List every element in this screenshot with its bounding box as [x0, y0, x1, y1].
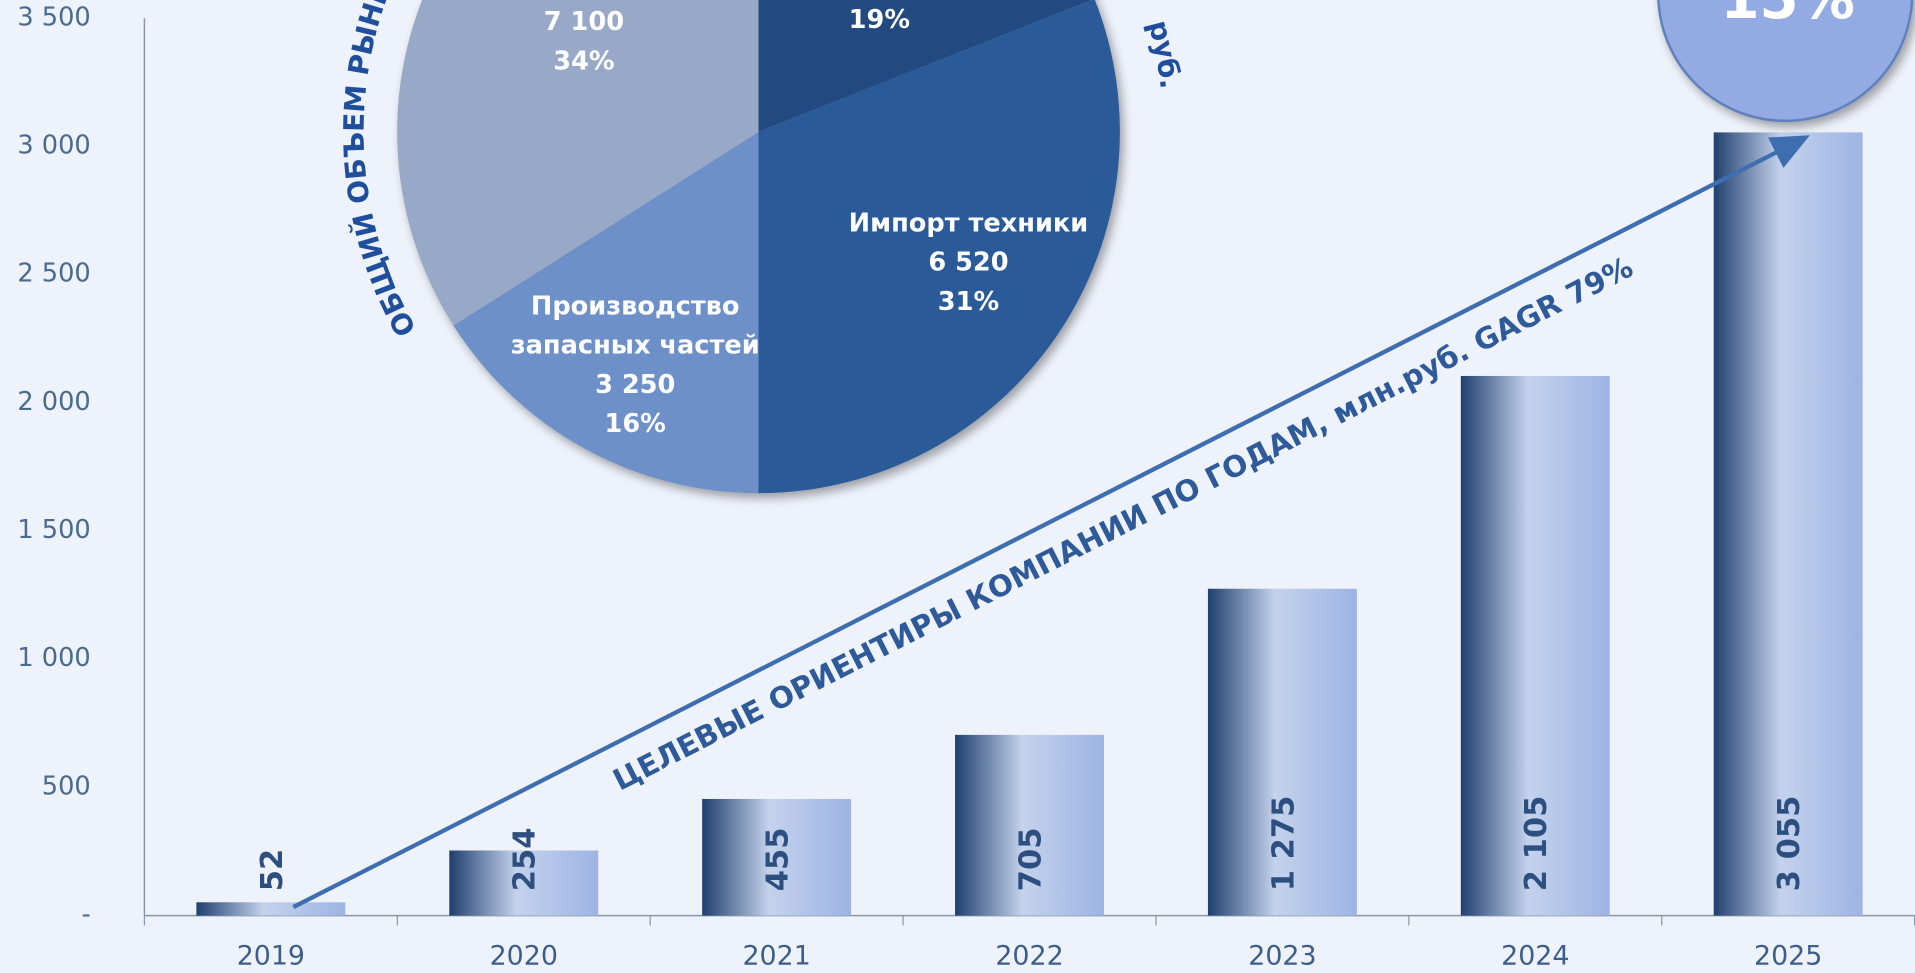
pie-slice	[758, 0, 1120, 494]
y-tick-label: 2 000	[17, 387, 90, 417]
y-tick-label: 3 000	[17, 130, 90, 160]
bar	[1207, 588, 1357, 916]
pie-slice	[397, 0, 759, 326]
bar	[702, 798, 852, 916]
value-label: 3 055	[1772, 796, 1807, 892]
y-tick-label: 3 500	[17, 2, 90, 32]
y-tick-label: 2 500	[17, 259, 90, 289]
bar	[449, 850, 599, 916]
value-label: 2 105	[1519, 796, 1554, 892]
value-label: 1 275	[1266, 796, 1301, 892]
pie-label: 19%	[849, 5, 910, 35]
x-tick-label: 2024	[1501, 941, 1569, 972]
pie-label: 16%	[605, 409, 666, 439]
value-label: 52	[255, 849, 290, 891]
x-tick-label: 2021	[742, 941, 810, 972]
value-label: 705	[1013, 828, 1048, 892]
pie-label: Производство	[531, 292, 740, 322]
pie-label: 3 250	[595, 370, 675, 400]
pie-label: запасных частей	[511, 331, 760, 361]
x-tick-label: 2019	[237, 941, 305, 972]
bar	[955, 734, 1104, 916]
bar	[1460, 375, 1610, 916]
bar	[1713, 132, 1863, 916]
pie-label: 6 520	[928, 248, 1008, 278]
x-tick-label: 2023	[1248, 941, 1316, 972]
highlight-text: 15%	[1720, 0, 1854, 32]
value-label: 254	[508, 828, 543, 892]
y-tick-label: 500	[42, 771, 91, 801]
y-tick-label: 1 000	[17, 643, 90, 673]
trend-arrow	[292, 135, 1810, 909]
pie-slice	[453, 131, 759, 494]
value-label: 455	[761, 828, 796, 892]
pie-label: 31%	[938, 287, 999, 317]
arc-annotation-text: руб.	[1142, 17, 1187, 91]
bar	[196, 902, 346, 916]
x-tick-label: 2022	[995, 941, 1063, 972]
y-tick-label: 1 500	[17, 515, 90, 545]
pie-label: 34%	[553, 46, 614, 76]
x-tick-label: 2025	[1754, 941, 1822, 972]
pie-label: Импорт техники	[849, 209, 1089, 239]
arc-annotation: руб.	[1142, 17, 1187, 91]
y-tick-label: -	[81, 900, 90, 930]
pie-slice	[758, 0, 1092, 132]
x-tick-label: 2020	[490, 941, 558, 972]
pie-label: 7 100	[544, 7, 624, 37]
highlight-circle	[1657, 0, 1914, 123]
